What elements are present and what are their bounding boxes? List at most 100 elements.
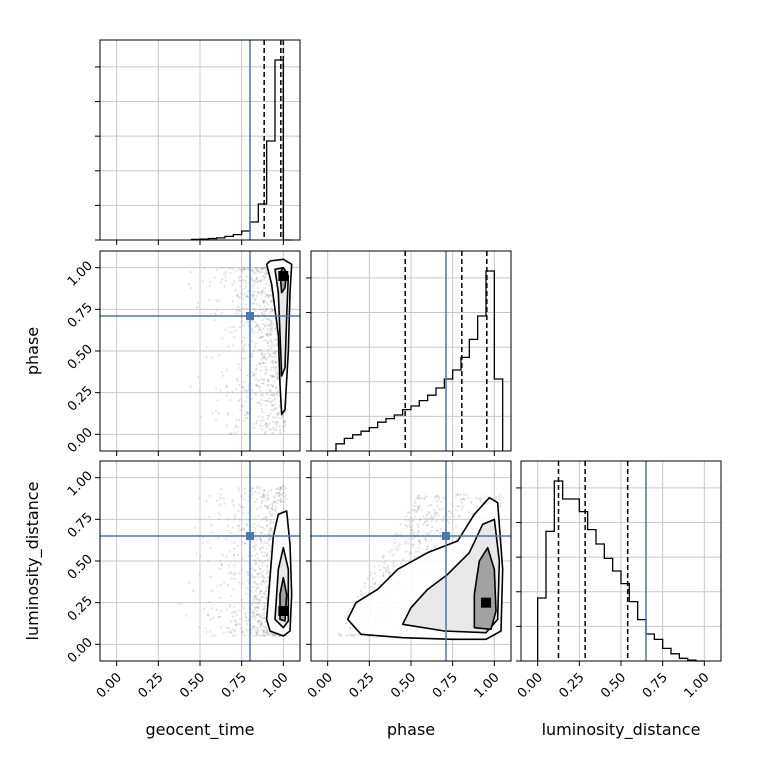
scatter-point (219, 281, 223, 284)
scatter-point (223, 502, 226, 505)
scatter-point (212, 616, 215, 619)
scatter-point (485, 495, 488, 498)
scatter-point (467, 510, 470, 514)
scatter-point (433, 514, 436, 517)
scatter-point (231, 283, 234, 286)
scatter-point (435, 519, 438, 523)
scatter-point (240, 404, 244, 407)
scatter-point (239, 285, 242, 288)
scatter-point (252, 612, 255, 615)
x-tick-label: 0.75 (640, 670, 671, 701)
scatter-point (353, 633, 357, 636)
scatter-point (263, 287, 266, 290)
scatter-point (261, 564, 264, 567)
scatter-point (251, 294, 254, 297)
scatter-point (220, 266, 223, 269)
scatter-point (239, 275, 242, 278)
scatter-point (200, 416, 203, 419)
scatter-point (238, 529, 242, 532)
scatter-point (261, 496, 264, 499)
scatter-point (230, 331, 233, 334)
scatter-point (254, 321, 257, 324)
scatter-point (242, 419, 246, 422)
scatter-point (269, 338, 272, 341)
scatter-point (264, 296, 267, 299)
scatter-point (392, 565, 395, 568)
scatter-point (263, 590, 266, 594)
scatter-point (270, 506, 273, 509)
scatter-point (276, 389, 279, 392)
scatter-point (253, 346, 257, 349)
scatter-point (258, 590, 262, 593)
scatter-point (455, 494, 458, 497)
scatter-point (264, 324, 267, 327)
scatter-point (243, 343, 247, 346)
scatter-point (442, 496, 445, 499)
scatter-point (268, 536, 271, 539)
scatter-point (240, 568, 243, 571)
scatter-point (259, 537, 262, 540)
scatter-point (262, 322, 265, 326)
scatter-point (272, 375, 275, 379)
scatter-point (274, 407, 277, 410)
scatter-point (279, 486, 282, 489)
scatter-point (387, 570, 390, 574)
scatter-point (278, 412, 281, 415)
scatter-point (412, 543, 415, 546)
scatter-point (189, 385, 192, 388)
scatter-point (381, 572, 384, 575)
scatter-point (270, 393, 274, 396)
scatter-point (261, 545, 264, 549)
scatter-point (450, 512, 453, 515)
scatter-point (253, 279, 256, 282)
scatter-point (420, 509, 423, 512)
scatter-point (398, 543, 401, 546)
scatter-point (269, 320, 272, 323)
scatter-point (217, 537, 220, 540)
scatter-point (268, 323, 272, 326)
scatter-point (257, 326, 260, 329)
scatter-point (399, 522, 402, 526)
scatter-point (237, 276, 240, 279)
scatter-point (253, 279, 256, 282)
scatter-point (426, 545, 429, 549)
scatter-point (254, 267, 258, 270)
scatter-point (267, 295, 270, 298)
scatter-point (255, 614, 258, 617)
scatter-point (265, 399, 268, 402)
scatter-point (238, 487, 241, 490)
x-tick-label: 1.00 (681, 670, 712, 701)
hist-step (537, 480, 705, 662)
scatter-point (359, 589, 363, 592)
scatter-point (262, 634, 266, 637)
scatter-point (268, 532, 271, 535)
scatter-point (437, 497, 441, 500)
scatter-point (268, 537, 271, 541)
scatter-point (266, 533, 269, 536)
scatter-point (280, 493, 284, 497)
scatter-point (349, 626, 352, 629)
scatter-point (252, 373, 255, 376)
scatter-point (384, 570, 388, 573)
scatter-point (272, 428, 275, 431)
scatter-point (257, 385, 260, 388)
scatter-point (259, 624, 262, 628)
scatter-point (264, 276, 267, 279)
scatter-point (255, 363, 258, 367)
scatter-point (257, 491, 260, 495)
scatter-point (239, 321, 243, 324)
scatter-point (276, 412, 280, 415)
scatter-point (265, 554, 268, 557)
scatter-point (378, 564, 381, 567)
scatter-point (280, 499, 283, 503)
scatter-point (263, 533, 267, 536)
panel-border (99, 250, 301, 452)
scatter-point (271, 375, 275, 378)
scatter-point (269, 373, 272, 377)
panel-content (337, 493, 504, 641)
scatter-point (273, 380, 276, 383)
scatter-point (274, 350, 277, 353)
scatter-point (422, 515, 425, 518)
scatter-point (258, 336, 261, 340)
scatter-point (241, 268, 244, 271)
